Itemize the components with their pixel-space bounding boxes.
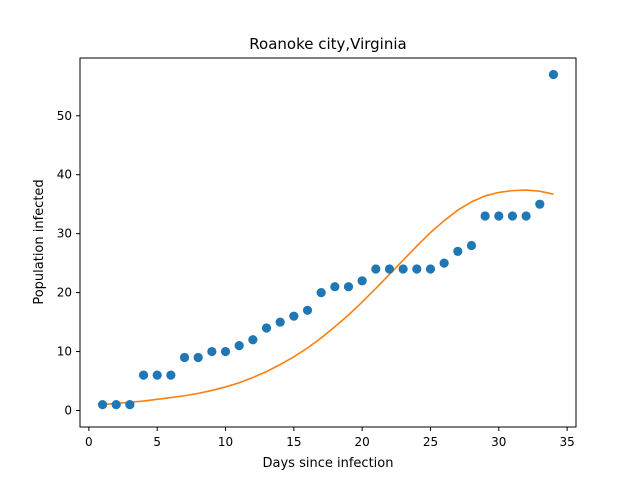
x-tick-label: 20 bbox=[355, 435, 370, 449]
x-axis-title: Days since infection bbox=[263, 456, 394, 471]
data-point-day-30 bbox=[494, 211, 504, 221]
data-point-day-5 bbox=[152, 370, 162, 380]
y-tick-label: 30 bbox=[57, 227, 72, 241]
data-point-day-21 bbox=[371, 264, 381, 274]
data-point-day-34 bbox=[548, 69, 559, 80]
data-point-day-15 bbox=[289, 311, 299, 321]
axes: 0 5 10 15 20 25 30 35 0 10 20 30 40 50 bbox=[57, 57, 577, 449]
plot-area bbox=[97, 69, 559, 410]
data-point-day-27 bbox=[453, 246, 463, 256]
data-point-day-19 bbox=[343, 282, 354, 292]
data-point-day-32 bbox=[521, 211, 531, 221]
data-point-day-10 bbox=[220, 346, 231, 357]
data-point-day-16 bbox=[302, 305, 313, 315]
data-point-day-1 bbox=[97, 400, 108, 410]
data-point-day-31 bbox=[507, 211, 518, 221]
data-point-day-4 bbox=[138, 370, 149, 380]
data-point-day-2 bbox=[111, 400, 121, 410]
x-tick-label: 10 bbox=[218, 435, 233, 449]
data-point-day-33 bbox=[535, 199, 545, 209]
data-point-day-20 bbox=[357, 276, 367, 286]
data-point-day-3 bbox=[125, 400, 135, 410]
data-point-day-6 bbox=[166, 370, 176, 380]
data-point-day-11 bbox=[234, 341, 244, 351]
data-point-day-12 bbox=[248, 335, 258, 345]
data-point-day-24 bbox=[412, 264, 422, 274]
data-point-day-29 bbox=[480, 211, 490, 221]
x-tick-label: 15 bbox=[286, 435, 301, 449]
data-point-day-26 bbox=[439, 258, 449, 268]
y-tick-label: 40 bbox=[57, 168, 72, 182]
x-tick-label: 0 bbox=[85, 435, 93, 449]
x-tick-label: 25 bbox=[423, 435, 438, 449]
y-tick-label: 50 bbox=[57, 109, 72, 123]
plot-frame bbox=[79, 57, 577, 428]
data-point-day-7 bbox=[179, 352, 190, 363]
data-point-day-28 bbox=[466, 240, 477, 251]
fitted-curve-line bbox=[102, 189, 554, 406]
data-point-day-22 bbox=[384, 264, 395, 274]
x-tick-label: 35 bbox=[559, 435, 574, 449]
x-tick-label: 30 bbox=[491, 435, 506, 449]
y-axis-title: Population infected bbox=[32, 179, 47, 304]
data-point-day-25 bbox=[425, 264, 436, 274]
data-point-day-23 bbox=[398, 264, 408, 274]
data-point-day-17 bbox=[316, 288, 326, 298]
data-point-day-13 bbox=[261, 323, 272, 333]
data-point-day-8 bbox=[193, 352, 203, 363]
data-point-day-9 bbox=[207, 346, 217, 357]
y-tick-label: 10 bbox=[57, 345, 72, 359]
y-tick-label: 20 bbox=[57, 286, 72, 300]
data-point-day-18 bbox=[330, 282, 340, 292]
chart-title: Roanoke city,Virginia bbox=[249, 35, 406, 53]
data-point-day-14 bbox=[275, 317, 285, 327]
x-tick-label: 5 bbox=[153, 435, 161, 449]
y-tick-label: 0 bbox=[64, 403, 72, 417]
